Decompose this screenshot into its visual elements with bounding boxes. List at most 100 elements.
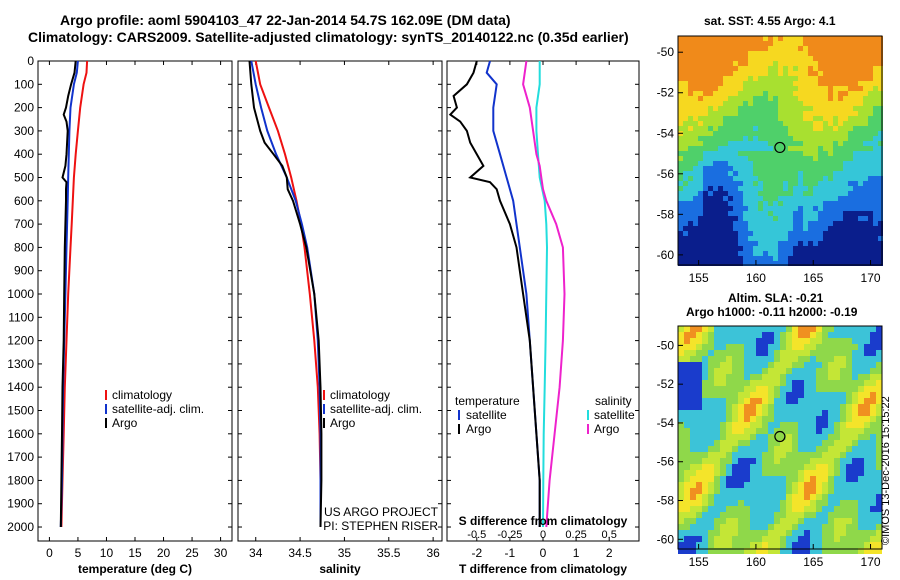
map-cell: [878, 61, 883, 66]
map-cell: [702, 332, 708, 338]
map-cell: [858, 101, 863, 106]
map-cell: [738, 106, 743, 111]
map-cell: [793, 91, 798, 96]
map-cell: [833, 81, 838, 86]
map-cell: [684, 494, 690, 500]
map-cell: [756, 434, 762, 440]
map-cell: [713, 76, 718, 81]
map-cell: [728, 251, 733, 256]
map-cell: [780, 410, 786, 416]
map-cell: [738, 362, 744, 368]
map-cell: [768, 494, 774, 500]
map-cell: [763, 171, 768, 176]
map-cell: [744, 374, 750, 380]
map-cell: [678, 488, 684, 494]
map-cell: [728, 201, 733, 206]
map-cell: [788, 51, 793, 56]
map-cell: [732, 476, 738, 482]
map-cell: [683, 91, 688, 96]
x-tick-label: 34.5: [288, 546, 312, 560]
map-cell: [848, 191, 853, 196]
map-cell: [838, 71, 843, 76]
map-cell: [858, 186, 863, 191]
map-cell: [852, 476, 858, 482]
map-cell: [684, 506, 690, 512]
map-cell: [758, 61, 763, 66]
map-cell: [683, 81, 688, 86]
map-cell: [833, 201, 838, 206]
depth-tick-label: 700: [14, 217, 34, 231]
map-cell: [763, 201, 768, 206]
map-cell: [783, 251, 788, 256]
map-cell: [698, 76, 703, 81]
map-cell: [870, 482, 876, 488]
map-cell: [823, 156, 828, 161]
map-cell: [810, 512, 816, 518]
map-cell: [758, 86, 763, 91]
map-cell: [750, 548, 756, 554]
map-cell: [818, 171, 823, 176]
map-cell: [840, 548, 846, 554]
map-cell: [852, 434, 858, 440]
map-cell: [756, 356, 762, 362]
map-cell: [678, 494, 684, 500]
map-cell: [813, 196, 818, 201]
depth-tick-label: 1700: [7, 450, 34, 464]
depth-tick-label: 300: [14, 124, 34, 138]
map-cell: [763, 216, 768, 221]
map-cell: [838, 66, 843, 71]
map-cell: [762, 422, 768, 428]
map-cell: [864, 530, 870, 536]
map-cell: [743, 111, 748, 116]
map-cell: [744, 404, 750, 410]
map-cell: [848, 141, 853, 146]
map-cell: [778, 141, 783, 146]
map-cell: [738, 116, 743, 121]
map-cell: [822, 326, 828, 332]
map-cell: [813, 206, 818, 211]
map-cell: [753, 146, 758, 151]
map-cell: [723, 246, 728, 251]
map-cell: [684, 488, 690, 494]
map-cell: [768, 121, 773, 126]
map-cell: [713, 241, 718, 246]
map-cell: [840, 380, 846, 386]
map-cell: [702, 440, 708, 446]
map-cell: [798, 71, 803, 76]
map-cell: [684, 362, 690, 368]
map-cell: [838, 86, 843, 91]
map-cell: [840, 416, 846, 422]
map-cell: [774, 356, 780, 362]
map-cell: [786, 452, 792, 458]
map-cell: [818, 46, 823, 51]
map-cell: [703, 56, 708, 61]
map-x-tick-label: 170: [861, 555, 881, 569]
map-cell: [773, 206, 778, 211]
map-cell: [840, 464, 846, 470]
map-cell: [720, 470, 726, 476]
map-cell: [863, 181, 868, 186]
map-cell: [828, 452, 834, 458]
map-cell: [808, 181, 813, 186]
map-cell: [792, 446, 798, 452]
map-cell: [708, 356, 714, 362]
map-cell: [840, 488, 846, 494]
map-cell: [753, 116, 758, 121]
map-cell: [843, 71, 848, 76]
map-cell: [858, 76, 863, 81]
map-cell: [733, 216, 738, 221]
map-cell: [873, 131, 878, 136]
map-cell: [783, 141, 788, 146]
map-cell: [858, 476, 864, 482]
map-cell: [698, 71, 703, 76]
map-cell: [693, 111, 698, 116]
map-cell: [868, 201, 873, 206]
map-cell: [840, 446, 846, 452]
map-cell: [678, 470, 684, 476]
map-cell: [696, 500, 702, 506]
map-cell: [798, 251, 803, 256]
map-cell: [703, 201, 708, 206]
map-y-tick-label: -56: [657, 455, 675, 469]
map-cell: [798, 216, 803, 221]
map-cell: [732, 404, 738, 410]
